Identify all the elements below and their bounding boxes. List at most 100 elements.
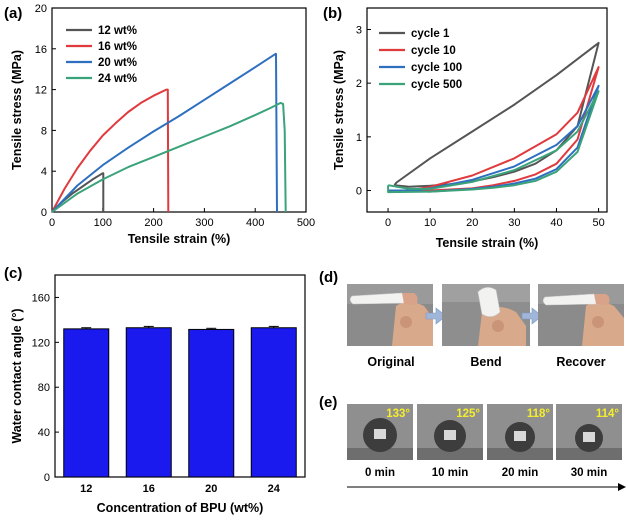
time-label: 30 min <box>571 467 607 479</box>
droplet-frame: 125° <box>417 404 483 460</box>
y-tick-label: 120 <box>32 337 50 349</box>
x-tick-label: 400 <box>246 217 264 229</box>
finger-original <box>402 293 418 305</box>
caption-original: Original <box>367 355 414 369</box>
panel-label-e: (e) <box>319 394 337 411</box>
droplet-frame: 133° <box>347 404 413 460</box>
photo-original <box>347 284 433 346</box>
droplet-highlight <box>444 430 456 440</box>
y-tick-label: 1 <box>356 132 362 144</box>
panel-a: (a) 0 100 200 300 400 500 0 4 8 12 16 20 12 wt% 16 w… <box>4 3 315 246</box>
legend-label: cycle 500 <box>411 79 462 91</box>
y-tick-label: 3 <box>356 24 362 36</box>
y-tick-label: 2 <box>356 78 362 90</box>
x-tick-label: 300 <box>195 217 213 229</box>
x-tick-label: 20 <box>205 483 217 495</box>
x-axis-label-c: Concentration of BPU (wt%) <box>97 501 264 515</box>
panel-c: (c) 0 40 80 120 160 12 16 20 24 Concentration of… <box>4 265 306 515</box>
thumb-bend <box>492 320 504 332</box>
x-tick-label: 0 <box>49 217 55 229</box>
x-tick-label: 100 <box>94 217 112 229</box>
panel-b: (b) 0 10 20 30 40 50 0 1 2 3 cycle 1 cycle 10 cycle… <box>323 5 608 250</box>
x-axis-label-a: Tensile strain (%) <box>128 232 231 246</box>
y-tick-label: 20 <box>35 3 47 15</box>
x-tick-label: 40 <box>550 217 562 229</box>
x-axis-label-b: Tensile strain (%) <box>436 236 539 250</box>
series-group-b <box>387 41 600 194</box>
droplet-highlight <box>583 432 595 442</box>
y-tick-label: 0 <box>44 472 50 484</box>
series-line-cycle-500 <box>387 90 600 194</box>
y-tick-label: 12 <box>35 85 47 97</box>
panel-label-c: (c) <box>4 265 22 282</box>
droplet-frames: 133° 0 min 125° 10 min 118° 20 min 114° 30 min <box>347 404 622 479</box>
thumb-original <box>400 316 412 328</box>
contact-angle-label: 125° <box>456 408 480 420</box>
panel-e: (e) 133° 0 min 125° 10 min 118° 20 min 114° 30 … <box>319 394 626 491</box>
y-tick-label: 0 <box>41 207 47 219</box>
substrate <box>347 448 413 460</box>
y-tick-label: 80 <box>38 382 50 394</box>
caption-recover: Recover <box>556 355 605 369</box>
y-tick-label: 40 <box>38 427 50 439</box>
x-tick-label: 500 <box>297 217 315 229</box>
droplet-highlight <box>514 431 526 441</box>
legend-label: cycle 100 <box>411 62 462 74</box>
x-tick-label: 0 <box>385 217 391 229</box>
bar-24 <box>250 327 297 478</box>
y-axis-label-c: Water contact angle (°) <box>10 308 24 443</box>
contact-angle-label: 133° <box>386 408 410 420</box>
substrate <box>556 448 622 460</box>
x-tick-label: 10 <box>424 217 436 229</box>
y-axis-label-b: Tensile stress (MPa) <box>332 50 346 170</box>
panel-label-d: (d) <box>319 269 338 286</box>
photo-recover <box>538 284 624 346</box>
series-line-24-wt- <box>51 101 287 213</box>
legend-label: cycle 1 <box>411 28 450 40</box>
caption-bend: Bend <box>470 355 501 369</box>
series-group-a <box>51 52 287 213</box>
x-tick-label: 20 <box>466 217 478 229</box>
photo-bend <box>442 284 530 346</box>
time-label: 10 min <box>432 467 468 479</box>
tick-group-c: 0 40 80 120 160 12 16 20 24 <box>32 292 281 495</box>
time-label: 20 min <box>502 467 538 479</box>
series-line-16-wt- <box>51 88 170 213</box>
finger-sleeve-bend <box>477 287 501 317</box>
plot-frame-c <box>54 274 306 478</box>
x-tick-label: 50 <box>592 217 604 229</box>
plot-frame-b <box>366 7 608 213</box>
y-tick-label: 0 <box>356 186 362 198</box>
finger-recover <box>594 294 610 305</box>
tick-group-b: 0 10 20 30 40 50 0 1 2 3 <box>356 24 605 229</box>
panel-label-b: (b) <box>323 5 342 22</box>
thumb-recover <box>592 316 604 328</box>
y-tick-label: 8 <box>41 125 47 137</box>
legend-label: 12 wt% <box>98 25 137 37</box>
droplet-frame: 118° <box>487 404 553 460</box>
y-tick-label: 160 <box>32 292 50 304</box>
x-tick-label: 16 <box>143 483 155 495</box>
droplet-highlight <box>374 429 386 439</box>
bar-12 <box>63 328 110 478</box>
legend-label: cycle 10 <box>411 45 456 57</box>
x-tick-label: 30 <box>508 217 520 229</box>
hand-original <box>392 302 433 346</box>
x-tick-label: 12 <box>80 483 92 495</box>
bar-20 <box>188 328 235 478</box>
y-axis-label-a: Tensile stress (MPa) <box>10 50 24 170</box>
x-tick-label: 200 <box>144 217 162 229</box>
time-arrow-head-icon <box>618 483 626 491</box>
tick-group-a: 0 100 200 300 400 500 0 4 8 12 16 20 <box>35 3 315 229</box>
legend-label: 20 wt% <box>98 57 137 69</box>
substrate <box>417 448 483 460</box>
arrow-right-icon <box>425 307 447 325</box>
bar-group-c <box>63 325 297 478</box>
plot-frame-a <box>51 7 307 213</box>
legend-label: 16 wt% <box>98 41 137 53</box>
legend-a: 12 wt% 16 wt% 20 wt% 24 wt% <box>66 25 137 85</box>
bar-16 <box>125 327 172 478</box>
panel-label-a: (a) <box>4 5 22 22</box>
x-tick-label: 24 <box>268 483 281 495</box>
